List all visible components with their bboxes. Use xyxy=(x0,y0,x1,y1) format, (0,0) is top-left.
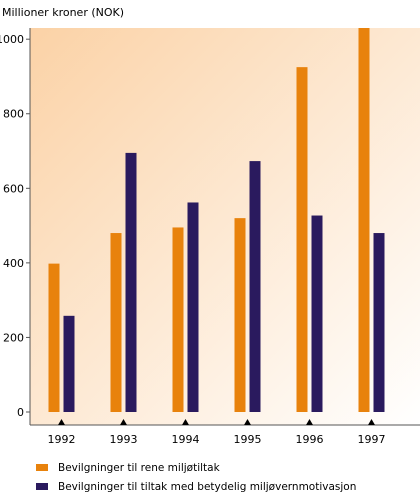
bar-rene-miljotiltak xyxy=(296,67,308,412)
bar-rene-miljotiltak xyxy=(172,227,184,412)
x-tick-marker xyxy=(182,419,189,425)
bar-miljovernmotivasjon xyxy=(63,315,75,412)
bar-miljovernmotivasjon xyxy=(311,215,323,412)
y-tick-label: 600 xyxy=(3,182,24,195)
y-axis-label: Millioner kroner (NOK) xyxy=(2,6,124,19)
bar-rene-miljotiltak xyxy=(234,218,246,412)
bar-miljovernmotivasjon xyxy=(249,161,261,412)
y-tick-label: 200 xyxy=(3,331,24,344)
bar-rene-miljotiltak xyxy=(358,28,370,412)
y-tick-label: 1000 xyxy=(0,33,24,46)
x-tick-label: 1994 xyxy=(172,433,200,446)
x-tick-label: 1992 xyxy=(48,433,76,446)
x-tick-marker xyxy=(306,419,313,425)
x-tick-marker xyxy=(244,419,251,425)
plot-area: 0 200 400 600 800 1000 1992 1993 1994 1995 1996 199… xyxy=(0,28,420,446)
y-tick-label: 0 xyxy=(17,406,24,419)
x-tick-marker xyxy=(120,419,127,425)
y-tick-label: 800 xyxy=(3,108,24,121)
plot-background xyxy=(30,28,420,425)
legend-swatch xyxy=(36,464,48,471)
legend-label: Bevilgninger til tiltak med betydelig mi… xyxy=(58,481,356,493)
x-tick-label: 1993 xyxy=(110,433,138,446)
x-tick-label: 1997 xyxy=(358,433,386,446)
legend: Bevilgninger til rene miljøtiltak Bevilgn… xyxy=(36,462,356,493)
x-tick-label: 1995 xyxy=(234,433,262,446)
x-tick-label: 1996 xyxy=(296,433,324,446)
x-tick-marker xyxy=(58,419,65,425)
bar-miljovernmotivasjon xyxy=(125,152,137,413)
legend-label: Bevilgninger til rene miljøtiltak xyxy=(58,462,221,474)
x-tick-marker xyxy=(368,419,375,425)
y-tick-label: 400 xyxy=(3,257,24,270)
bar-miljovernmotivasjon xyxy=(187,202,199,412)
bar-rene-miljotiltak xyxy=(110,233,122,412)
bar-rene-miljotiltak xyxy=(48,263,60,412)
legend-swatch xyxy=(36,483,48,490)
bar-miljovernmotivasjon xyxy=(373,233,385,412)
